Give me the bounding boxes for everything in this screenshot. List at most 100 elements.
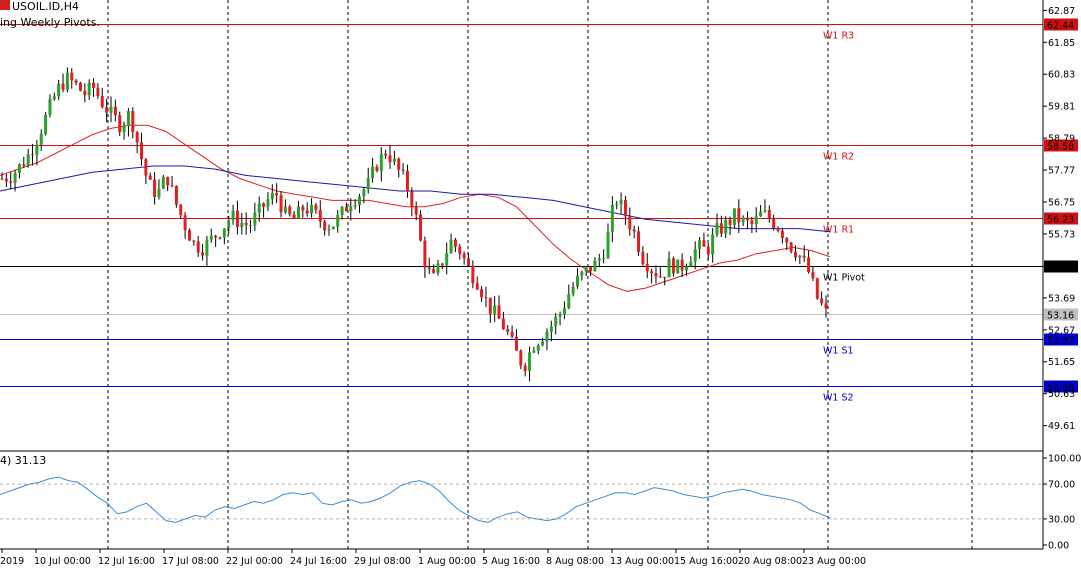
candle-body (680, 259, 684, 271)
candle-body (541, 341, 545, 346)
candle-body (501, 318, 505, 330)
candle-body (645, 263, 649, 272)
candle-body (562, 308, 566, 315)
candle-body (641, 251, 645, 264)
candle-body (462, 253, 466, 259)
time-tick-label: 8 Aug 08:00 (546, 556, 604, 567)
candle-body (371, 166, 375, 179)
candle-body (314, 204, 318, 210)
candle-body (445, 253, 449, 266)
candle-body (798, 255, 802, 258)
candle-body (279, 195, 283, 213)
candle-body (310, 204, 314, 214)
candle-body (327, 228, 331, 231)
price-tick-label: 51.65 (1048, 357, 1075, 368)
candle-body (131, 111, 135, 132)
candle-body (815, 278, 819, 299)
candle-body (74, 80, 78, 83)
candle-body (706, 246, 710, 255)
candle-body (436, 263, 440, 273)
time-tick-label: 13 Aug 00:00 (610, 556, 674, 567)
candle-body (349, 206, 353, 212)
candle-body (266, 199, 270, 207)
candle-body (318, 209, 322, 222)
time-tick-label: 17 Jul 08:00 (162, 556, 219, 567)
candle-body (353, 204, 357, 207)
candle-body (48, 99, 52, 116)
candle-body (397, 158, 401, 170)
candle-body (183, 215, 187, 231)
candle-body (70, 72, 74, 81)
candle-body (684, 266, 688, 271)
candle-body (785, 238, 789, 243)
candle-body (741, 217, 745, 223)
candle-body (419, 214, 423, 241)
candle-body (388, 155, 392, 163)
candle-body (253, 212, 257, 226)
candle-body (558, 314, 562, 317)
candle-body (676, 259, 680, 274)
candle-body (39, 133, 43, 145)
candle-body (235, 210, 239, 228)
candle-body (519, 350, 523, 366)
ma-fast-line (0, 124, 831, 292)
candle-body (262, 203, 266, 207)
candle-body (87, 82, 91, 96)
candle-body (589, 266, 593, 272)
candle-body (283, 206, 287, 213)
candle-body (192, 240, 196, 242)
candle-body (244, 222, 248, 226)
candle-body (567, 294, 571, 309)
candle-body (35, 144, 39, 155)
price-tick-label: 58.79 (1048, 134, 1075, 145)
candle-body (532, 350, 536, 353)
candle-body (214, 235, 218, 238)
price-tick-label: 54.71 (1048, 261, 1075, 272)
candle-body (157, 188, 161, 198)
candle-body (820, 298, 824, 304)
candle-body (61, 83, 65, 90)
candle-body (270, 192, 274, 200)
candle-body (497, 305, 501, 319)
candle-body (602, 257, 606, 259)
candle-body (148, 175, 152, 180)
candle-body (719, 223, 723, 234)
time-tick-label: 15 Aug 16:00 (674, 556, 738, 567)
candle-body (728, 219, 732, 225)
price-tick-label: 53.69 (1048, 293, 1075, 304)
indicator-label: ing Weekly Pivots. (0, 16, 100, 29)
pivot-price-label: 62.44 (1047, 21, 1074, 32)
pivot-lines: W1 R3 62.44 W1 R2 58.58 W1 R1 56.23 W1 Pivot 54… (0, 18, 1078, 404)
candle-body (96, 87, 100, 97)
candle-body (57, 83, 61, 97)
candle-body (13, 172, 17, 183)
candle-body (693, 249, 697, 262)
candle-body (22, 164, 26, 166)
candle-body (161, 176, 165, 189)
pivot-label: W1 S2 (823, 393, 854, 404)
price-tick-label: 60.83 (1048, 70, 1075, 81)
candle-body (109, 106, 113, 113)
candle-body (275, 192, 279, 196)
candle-body (288, 206, 292, 215)
candle-body (201, 252, 205, 256)
candle-body (458, 246, 462, 254)
time-tick-label: 24 Jul 16:00 (290, 556, 347, 567)
pivot-price-tag (1044, 333, 1078, 346)
candle-body (471, 265, 475, 284)
candle-body (170, 185, 174, 187)
oscillator-pane (0, 476, 1043, 523)
candle-body (179, 204, 183, 216)
pivot-price-tag (1044, 18, 1078, 31)
osc-tick-label: 100.00 (1048, 454, 1081, 465)
candle-body (488, 297, 492, 314)
candle-body (9, 181, 13, 183)
candle-body (222, 228, 226, 238)
candle-body (209, 235, 213, 240)
candle-body (593, 260, 597, 272)
grid (107, 0, 973, 549)
candle-body (802, 255, 806, 258)
candle-body (240, 222, 244, 228)
